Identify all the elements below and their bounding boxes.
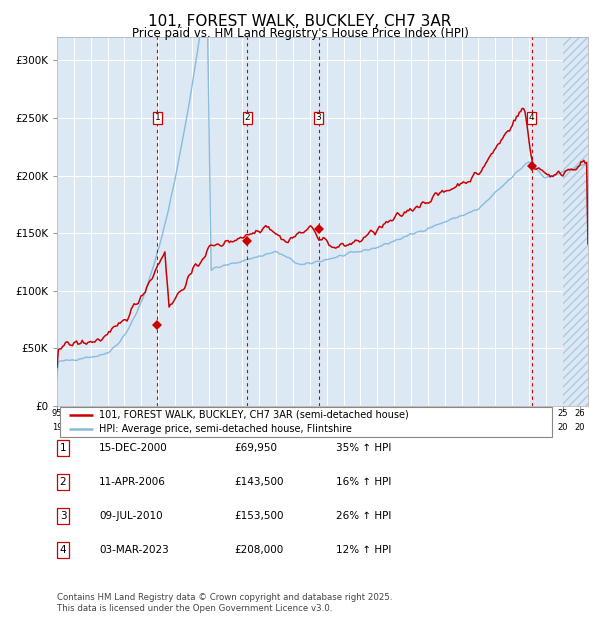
Text: 13: 13 (355, 409, 366, 419)
Text: Price paid vs. HM Land Registry's House Price Index (HPI): Price paid vs. HM Land Registry's House … (131, 27, 469, 40)
Text: 2: 2 (244, 113, 250, 122)
Text: 20: 20 (541, 423, 551, 432)
Text: 09: 09 (288, 409, 298, 419)
Text: 20: 20 (288, 423, 298, 432)
Text: 20: 20 (203, 423, 214, 432)
Text: 12% ↑ HPI: 12% ↑ HPI (336, 545, 391, 555)
Text: 96: 96 (68, 409, 79, 419)
Text: 20: 20 (507, 423, 517, 432)
Text: 24: 24 (541, 409, 551, 419)
Text: 20: 20 (389, 423, 400, 432)
Text: 26: 26 (574, 409, 585, 419)
Text: 20: 20 (271, 423, 281, 432)
Text: 3: 3 (316, 113, 322, 122)
Text: 01: 01 (153, 409, 163, 419)
Text: 3: 3 (59, 511, 67, 521)
Text: 20: 20 (557, 423, 568, 432)
Text: 23: 23 (524, 409, 535, 419)
Text: 2: 2 (59, 477, 67, 487)
Text: 15-DEC-2000: 15-DEC-2000 (99, 443, 168, 453)
Text: 06: 06 (237, 409, 248, 419)
Text: 101, FOREST WALK, BUCKLEY, CH7 3AR (semi-detached house): 101, FOREST WALK, BUCKLEY, CH7 3AR (semi… (99, 410, 409, 420)
Text: 11-APR-2006: 11-APR-2006 (99, 477, 166, 487)
Text: £69,950: £69,950 (234, 443, 277, 453)
Text: 20: 20 (439, 423, 450, 432)
Text: 11: 11 (322, 409, 332, 419)
Text: Contains HM Land Registry data © Crown copyright and database right 2025.
This d: Contains HM Land Registry data © Crown c… (57, 593, 392, 613)
Text: 20: 20 (406, 423, 416, 432)
Text: 05: 05 (220, 409, 231, 419)
Text: 25: 25 (557, 409, 568, 419)
Text: £208,000: £208,000 (234, 545, 283, 555)
Text: 19: 19 (68, 423, 79, 432)
Text: 20: 20 (473, 409, 484, 419)
Text: 19: 19 (119, 423, 130, 432)
Text: 20: 20 (338, 423, 349, 432)
Text: HPI: Average price, semi-detached house, Flintshire: HPI: Average price, semi-detached house,… (99, 424, 352, 434)
Bar (563, 37, 588, 406)
Text: 1: 1 (59, 443, 67, 453)
Text: £153,500: £153,500 (234, 511, 284, 521)
Text: 20: 20 (153, 423, 163, 432)
Text: 09-JUL-2010: 09-JUL-2010 (99, 511, 163, 521)
Text: 07: 07 (254, 409, 265, 419)
Text: 1: 1 (155, 113, 160, 122)
Text: 20: 20 (237, 423, 248, 432)
Text: 20: 20 (355, 423, 365, 432)
Text: 16% ↑ HPI: 16% ↑ HPI (336, 477, 391, 487)
Text: 19: 19 (103, 423, 113, 432)
Text: 20: 20 (457, 423, 467, 432)
Text: 20: 20 (187, 423, 197, 432)
Text: 19: 19 (52, 423, 62, 432)
Text: 14: 14 (372, 409, 383, 419)
Text: 4: 4 (59, 545, 67, 555)
Text: 4: 4 (529, 113, 535, 122)
Text: 18: 18 (439, 409, 450, 419)
Text: 98: 98 (102, 409, 113, 419)
Text: 20: 20 (473, 423, 484, 432)
Text: 20: 20 (524, 423, 534, 432)
Text: 20: 20 (254, 423, 265, 432)
Text: 19: 19 (457, 409, 467, 419)
Text: 99: 99 (119, 409, 130, 419)
Text: 21: 21 (490, 409, 500, 419)
Text: 03: 03 (187, 409, 197, 419)
Text: 22: 22 (507, 409, 517, 419)
Text: 101, FOREST WALK, BUCKLEY, CH7 3AR: 101, FOREST WALK, BUCKLEY, CH7 3AR (148, 14, 452, 29)
Text: 19: 19 (85, 423, 96, 432)
Text: 20: 20 (372, 423, 383, 432)
Text: 17: 17 (422, 409, 433, 419)
Text: 10: 10 (305, 409, 315, 419)
Text: 95: 95 (52, 409, 62, 419)
Text: 20: 20 (220, 423, 231, 432)
Text: 20: 20 (136, 423, 146, 432)
Text: £143,500: £143,500 (234, 477, 284, 487)
Text: 12: 12 (338, 409, 349, 419)
Text: 26% ↑ HPI: 26% ↑ HPI (336, 511, 391, 521)
Text: 03-MAR-2023: 03-MAR-2023 (99, 545, 169, 555)
Text: 20: 20 (490, 423, 500, 432)
Text: 08: 08 (271, 409, 281, 419)
Text: 20: 20 (574, 423, 585, 432)
Text: 04: 04 (203, 409, 214, 419)
Text: 00: 00 (136, 409, 146, 419)
Text: 20: 20 (422, 423, 433, 432)
Text: 20: 20 (170, 423, 180, 432)
Text: 97: 97 (85, 409, 96, 419)
Text: 16: 16 (406, 409, 416, 419)
Text: 20: 20 (305, 423, 315, 432)
Text: 15: 15 (389, 409, 400, 419)
Text: 20: 20 (322, 423, 332, 432)
Text: 35% ↑ HPI: 35% ↑ HPI (336, 443, 391, 453)
Text: 02: 02 (170, 409, 180, 419)
